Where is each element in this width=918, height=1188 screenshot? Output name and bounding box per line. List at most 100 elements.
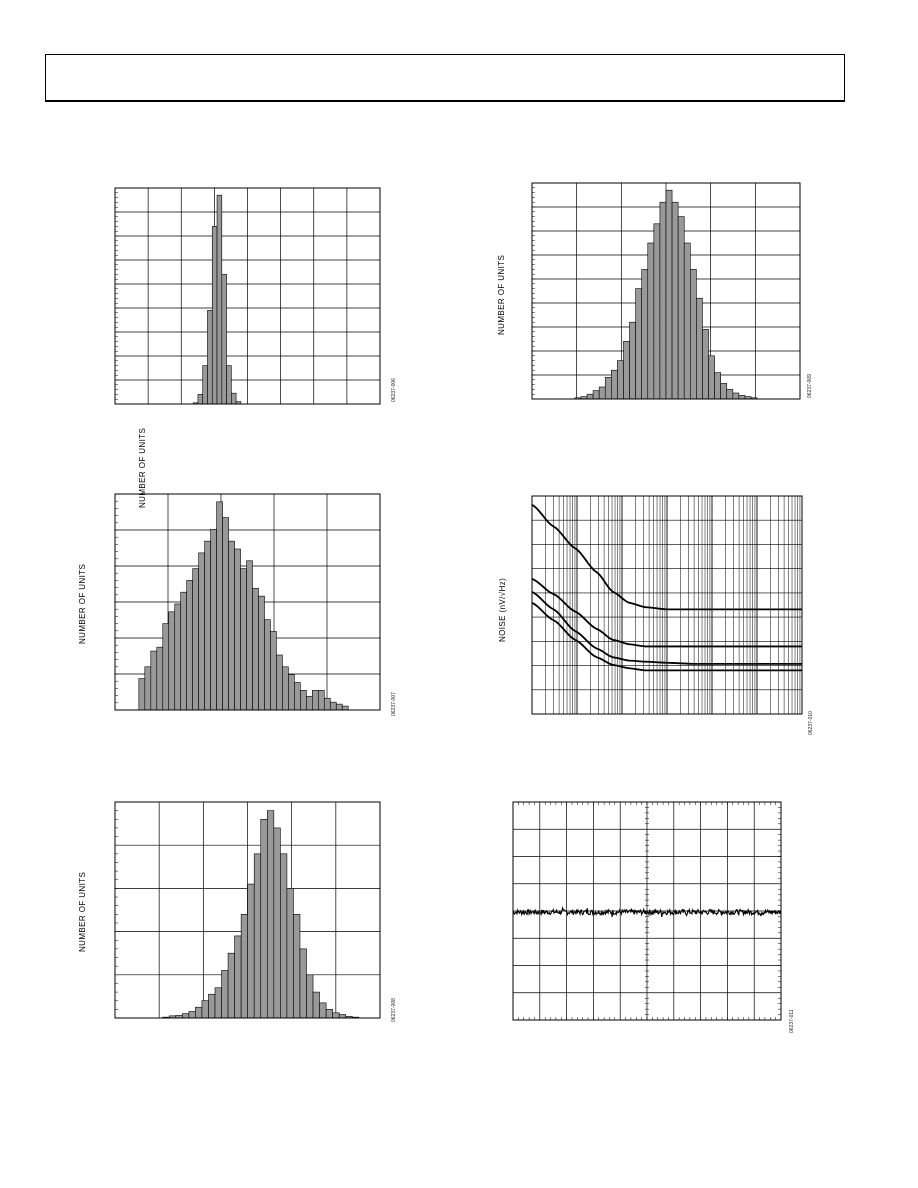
histogram-bar (641, 269, 649, 400)
histogram-bar (299, 948, 307, 1019)
histogram-chart-3 (114, 493, 381, 711)
histogram-bar (288, 674, 295, 711)
histogram-bar (201, 1000, 209, 1019)
histogram-bar (677, 216, 685, 400)
histogram-bar (720, 383, 728, 400)
noise-curve-series-1 (531, 503, 802, 611)
histogram-bar (266, 810, 275, 1019)
histogram-bar (228, 540, 235, 711)
histogram-bar (732, 392, 740, 400)
histogram-bar (216, 501, 223, 711)
histogram-bar (647, 242, 655, 400)
histogram-bar (325, 1009, 333, 1019)
histogram-bar (683, 242, 691, 400)
histogram-bar (226, 365, 232, 405)
histogram-bar (234, 935, 242, 1019)
plot-frame (531, 495, 803, 715)
histogram-bar (204, 540, 211, 711)
chart-panel-1: NUMBER OF UNITS 06237-006 (60, 170, 420, 508)
histogram-bar (168, 611, 176, 711)
histogram-bar (208, 993, 216, 1019)
histogram-bar (714, 372, 721, 400)
histogram-chart-5 (114, 801, 381, 1019)
histogram-bar (240, 914, 248, 1019)
histogram-bar (696, 297, 703, 400)
histogram-bar (138, 678, 146, 711)
histogram-bar (186, 580, 193, 711)
noise-curve-series-4 (531, 602, 802, 672)
histogram-bar (188, 1011, 196, 1019)
histogram-bar (156, 646, 164, 711)
histogram-bar (247, 883, 255, 1019)
histogram-bar (258, 595, 265, 711)
histogram-bar (214, 987, 222, 1019)
histogram-bar (222, 517, 229, 711)
chart-panel-5: NUMBER OF UNITS 06237-008 (60, 790, 420, 1050)
histogram-bar (671, 201, 679, 400)
histogram-bar (174, 603, 182, 711)
histogram-bar (617, 360, 624, 400)
histogram-bar (335, 703, 343, 711)
histogram-bar (598, 386, 606, 400)
histogram-bar (202, 365, 208, 405)
histogram-bar (210, 529, 217, 711)
histogram-bar (659, 201, 667, 400)
plot-frame (114, 493, 381, 711)
chart-panel-2: NUMBER OF UNITS 06237-009 (480, 165, 840, 425)
plot-frame (531, 182, 801, 400)
histogram-bar (312, 690, 319, 711)
histogram-bar (690, 269, 697, 400)
histogram-bar (211, 226, 218, 405)
histogram-bar (604, 377, 612, 400)
histogram-bar (273, 827, 281, 1019)
plot-frame (114, 801, 381, 1019)
histogram-chart-2 (531, 182, 801, 400)
histogram-bar (231, 392, 237, 405)
histogram-bar (234, 548, 241, 711)
noise-trace (512, 906, 782, 918)
figure-id: 06237-009 (807, 374, 813, 398)
histogram-bar (300, 690, 307, 711)
histogram-bar (629, 321, 636, 400)
histogram-bar (708, 355, 715, 400)
histogram-bar (221, 970, 229, 1019)
histogram-bar (312, 991, 320, 1019)
histogram-bar (702, 329, 709, 400)
figure-id: 06237-007 (391, 692, 397, 716)
histogram-bar (246, 560, 253, 711)
histogram-bar (253, 853, 262, 1019)
figure-id: 06237-010 (808, 711, 814, 735)
histogram-bar (216, 194, 223, 405)
noise-curve-series-2 (531, 578, 802, 648)
histogram-bar (592, 390, 600, 400)
histogram-bar (195, 1006, 203, 1019)
histogram-bar (317, 690, 325, 711)
histogram-bar (306, 974, 314, 1019)
histogram-bar (180, 591, 188, 711)
histogram-bar (653, 223, 661, 400)
histogram-bar (264, 619, 271, 711)
histogram-bar (294, 682, 301, 711)
histogram-bar (276, 654, 283, 711)
histogram-bar (611, 369, 618, 400)
histogram-bar (144, 666, 152, 711)
histogram-bar (197, 394, 204, 405)
histogram-bar (227, 952, 235, 1019)
histogram-bar (738, 395, 746, 400)
histogram-bar (319, 1002, 327, 1019)
noise-curve-series-3 (531, 591, 802, 665)
histogram-bar (182, 1013, 190, 1019)
noise-spectral-density-chart (531, 495, 803, 715)
histogram-chart-1 (114, 187, 381, 405)
histogram-bar (286, 888, 294, 1019)
histogram-bar (623, 341, 630, 400)
histogram-bar (260, 818, 268, 1019)
histogram-bar (280, 853, 288, 1019)
figure-id: 06237-006 (391, 378, 397, 402)
histogram-bar (306, 695, 313, 711)
histogram-bar (252, 587, 259, 711)
plot-frame (114, 187, 381, 405)
scope-noise-trace-chart (512, 801, 782, 1021)
chart-panel-4: NOISE (nV/√Hz) 06237-010 (480, 480, 840, 740)
histogram-bar (586, 393, 594, 400)
